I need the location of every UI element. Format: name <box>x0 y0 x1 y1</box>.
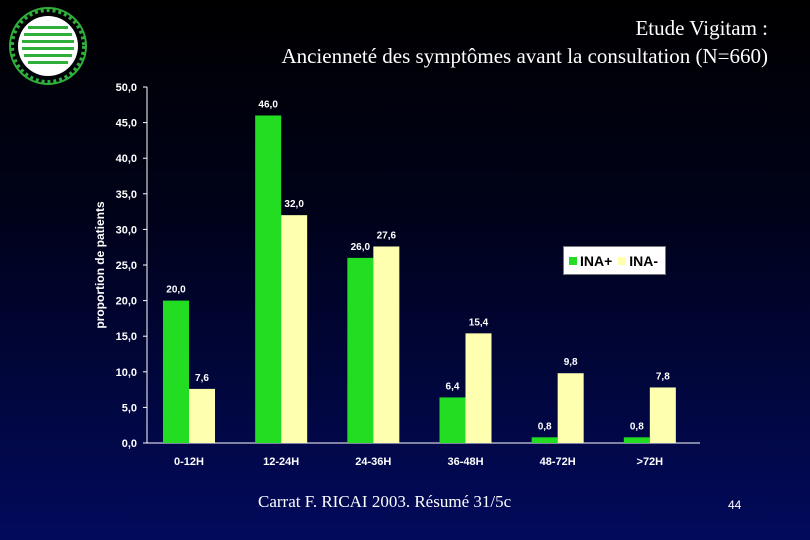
y-tick-label: 40,0 <box>116 153 137 165</box>
data-label: 9,8 <box>564 357 578 368</box>
data-label: 27,6 <box>377 230 397 241</box>
y-tick-label: 45,0 <box>116 118 137 130</box>
citation-footer: Carrat F. RICAI 2003. Résumé 31/5c <box>258 492 512 511</box>
bar-ina-plus-4 <box>531 437 558 443</box>
x-category-label: 36-48H <box>447 456 483 468</box>
y-tick-label: 0,0 <box>122 438 137 450</box>
bar-ina-minus-5 <box>649 387 676 443</box>
bar-ina-plus-1 <box>255 115 282 443</box>
bar-ina-minus-2 <box>373 246 400 443</box>
data-label: 6,4 <box>446 381 460 392</box>
bar-ina-minus-3 <box>465 333 492 443</box>
virus-logo-icon <box>9 7 87 85</box>
legend-entry-ina-plus: INA+ <box>569 253 612 269</box>
bar-ina-plus-0 <box>163 300 189 443</box>
bar-ina-minus-0 <box>189 388 215 443</box>
data-label: 15,4 <box>469 317 489 328</box>
chart-legend: INA+ INA- <box>563 246 666 275</box>
data-label: 0,8 <box>630 421 644 432</box>
x-category-label: >72H <box>637 456 664 468</box>
y-axis-label: proportion de patients <box>93 201 107 329</box>
bar-ina-minus-4 <box>557 373 584 443</box>
legend-entry-ina-minus: INA- <box>618 253 658 269</box>
data-label: 46,0 <box>258 99 278 110</box>
x-category-label: 24-36H <box>355 456 391 468</box>
data-label: 32,0 <box>284 199 304 210</box>
bar-ina-plus-3 <box>439 397 466 443</box>
y-tick-label: 25,0 <box>116 260 137 272</box>
y-tick-label: 20,0 <box>116 296 137 308</box>
y-tick-label: 5,0 <box>122 402 137 414</box>
slide-title: Etude Vigitam : Ancienneté des symptômes… <box>281 14 768 70</box>
data-label: 20,0 <box>166 285 186 296</box>
y-tick-label: 30,0 <box>116 224 137 236</box>
legend-label-ina-minus: INA- <box>629 252 659 269</box>
data-label: 0,8 <box>538 421 552 432</box>
y-tick-label: 50,0 <box>116 82 137 94</box>
title-line-1: Etude Vigitam : <box>635 16 768 40</box>
page-number: 44 <box>728 498 742 512</box>
title-line-2: Ancienneté des symptômes avant la consul… <box>281 44 768 68</box>
bar-ina-plus-5 <box>623 437 650 443</box>
x-category-label: 12-24H <box>263 456 299 468</box>
data-label: 26,0 <box>351 242 371 253</box>
legend-swatch-ina-minus <box>618 256 627 265</box>
y-tick-label: 35,0 <box>116 189 137 201</box>
data-label: 7,8 <box>656 371 670 382</box>
y-tick-label: 10,0 <box>116 367 137 379</box>
bar-ina-plus-2 <box>347 257 374 443</box>
x-category-label: 48-72H <box>540 456 576 468</box>
legend-swatch-ina-plus <box>569 256 577 265</box>
y-tick-label: 15,0 <box>116 331 137 343</box>
x-category-label: 0-12H <box>174 456 204 468</box>
bar-ina-minus-1 <box>281 215 308 443</box>
legend-label-ina-plus: INA+ <box>580 252 613 269</box>
data-label: 7,6 <box>195 373 209 384</box>
